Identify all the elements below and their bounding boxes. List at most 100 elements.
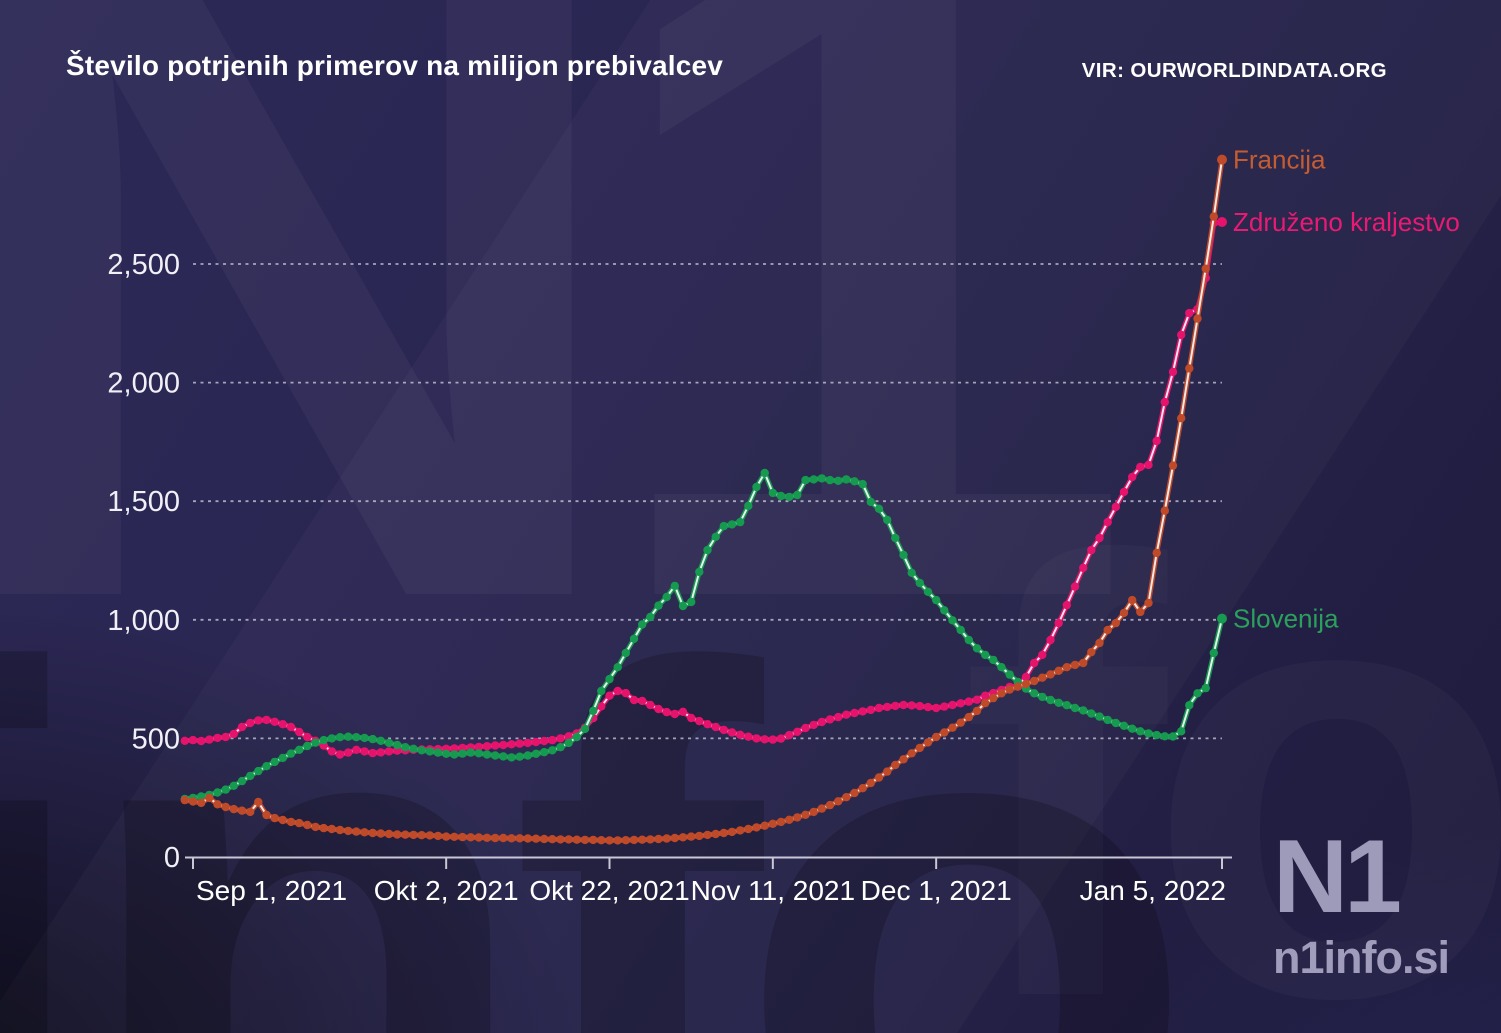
data-point (327, 747, 336, 756)
data-point (295, 818, 304, 828)
data-point (376, 748, 385, 757)
data-point (1209, 648, 1219, 658)
data-point (646, 612, 655, 622)
data-point (678, 601, 688, 611)
data-point (286, 749, 296, 758)
data-point (956, 699, 965, 708)
data-point (727, 520, 737, 529)
data-point (433, 831, 443, 841)
data-point (1054, 666, 1063, 675)
data-point (1079, 706, 1088, 715)
data-point (368, 828, 377, 838)
data-point (1144, 598, 1153, 608)
data-point (866, 778, 875, 788)
data-point (507, 834, 516, 843)
data-point (368, 734, 377, 744)
page-title: Število potrjenih primerov na milijon pr… (66, 50, 724, 81)
data-point (344, 748, 353, 757)
data-point (262, 715, 271, 725)
data-point (687, 832, 696, 841)
data-point (662, 592, 671, 602)
data-point (891, 701, 900, 711)
data-point (286, 817, 296, 827)
data-point (809, 475, 818, 484)
data-point (1095, 533, 1104, 543)
data-point (1095, 712, 1104, 721)
data-point (972, 695, 982, 704)
data-point (1177, 330, 1186, 340)
data-point (768, 819, 777, 828)
data-point (393, 830, 402, 839)
data-point (727, 827, 737, 837)
x-tick-label: Sep 1, 2021 (196, 875, 347, 906)
data-point (589, 835, 598, 845)
data-point (482, 833, 492, 842)
data-point (1111, 618, 1121, 628)
data-point (442, 832, 451, 841)
series-end-point (1217, 217, 1227, 227)
data-point (695, 716, 704, 726)
data-point (719, 521, 728, 531)
data-point (834, 476, 843, 485)
data-point (866, 705, 875, 715)
data-point (948, 616, 957, 625)
data-point (678, 707, 688, 716)
data-point (580, 724, 590, 734)
data-point (1136, 727, 1145, 736)
data-point (450, 744, 459, 753)
data-point (638, 620, 647, 629)
data-point (711, 722, 720, 732)
data-point (1185, 308, 1194, 318)
data-point (646, 700, 655, 710)
data-point (662, 707, 671, 717)
data-point (213, 800, 222, 809)
data-point (548, 746, 557, 755)
n1-logo-mark: N1 (1272, 819, 1402, 935)
data-point (1070, 660, 1080, 670)
data-point (981, 698, 990, 708)
data-point (891, 760, 900, 770)
data-point (1160, 397, 1170, 407)
data-point (499, 740, 508, 750)
data-point (768, 735, 777, 744)
data-point (1103, 517, 1112, 527)
data-point (188, 735, 198, 745)
data-point (335, 750, 345, 759)
data-point (801, 810, 810, 819)
data-point (1062, 663, 1072, 672)
data-point (482, 750, 492, 759)
data-point (785, 730, 794, 740)
data-point (564, 738, 573, 748)
n1-logo: N1 n1info.si (1272, 819, 1450, 984)
data-point (801, 475, 810, 485)
x-axis (185, 856, 1232, 869)
data-point (1103, 715, 1112, 725)
data-point (499, 833, 508, 843)
data-point (1152, 436, 1161, 446)
data-point (246, 771, 255, 781)
data-point (556, 835, 565, 844)
data-point (311, 822, 320, 832)
data-point (883, 702, 892, 712)
data-point (736, 826, 745, 835)
data-point (188, 797, 198, 806)
data-point (825, 800, 835, 810)
data-point (964, 635, 973, 645)
data-point (744, 501, 753, 511)
data-point (597, 702, 606, 711)
data-point (1177, 414, 1186, 423)
data-point (474, 749, 483, 758)
data-point (989, 655, 998, 665)
series-end-point (1217, 154, 1227, 165)
data-point (1013, 682, 1022, 691)
data-point (384, 747, 394, 756)
data-point (205, 735, 214, 744)
data-point (180, 795, 189, 805)
data-point (834, 712, 843, 722)
data-point (899, 700, 908, 710)
data-point (548, 735, 557, 745)
data-point (687, 597, 696, 607)
data-point (491, 741, 500, 750)
data-point (760, 735, 769, 744)
